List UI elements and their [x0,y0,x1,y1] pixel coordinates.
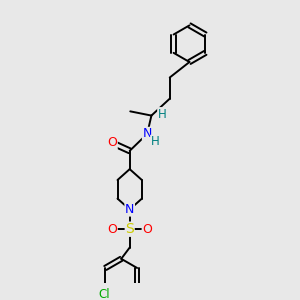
Text: O: O [142,223,152,236]
Text: S: S [125,222,134,236]
Text: O: O [107,136,117,149]
Text: N: N [142,128,152,140]
Text: H: H [151,135,159,148]
Text: O: O [107,223,117,236]
Text: N: N [125,203,134,216]
Text: H: H [158,108,167,121]
Text: Cl: Cl [98,287,109,300]
